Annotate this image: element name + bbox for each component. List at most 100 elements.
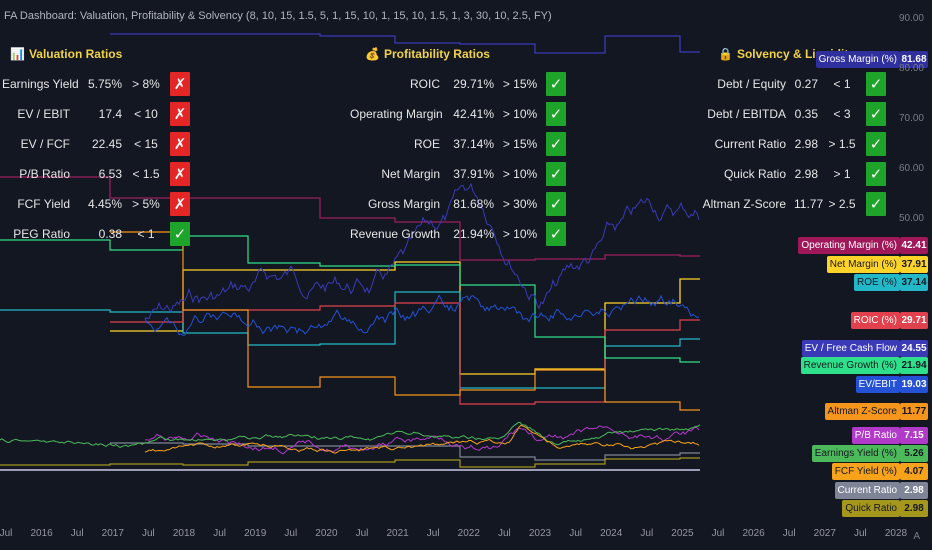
ratio-value: 5.75%: [87, 77, 122, 91]
series-value-badge: 21.94: [900, 357, 928, 374]
quick-ratio-line: [0, 457, 700, 468]
ratio-row: Debt / Equity 0.27 < 1 ✓: [702, 71, 886, 97]
check-icon: ✓: [546, 222, 566, 246]
ratio-threshold: > 5%: [132, 197, 160, 211]
x-tick-label: Jul: [569, 528, 582, 539]
ratio-label: Operating Margin: [350, 107, 443, 121]
ratio-row: ROIC 29.71% > 15% ✓: [350, 71, 566, 97]
ratio-threshold: < 10: [134, 107, 158, 121]
x-tick-label: Jul: [70, 528, 84, 539]
x-tick-label: Jul: [711, 528, 725, 539]
ratio-value: 6.53: [98, 167, 122, 181]
ratio-value: 37.14%: [453, 137, 494, 151]
bar-chart-icon: 📊: [10, 47, 25, 61]
ratio-value: 11.77: [794, 197, 824, 211]
series-value-badge: 19.03: [900, 376, 928, 393]
ratio-value: 22.45: [91, 137, 122, 151]
ratio-value: 21.94%: [453, 227, 494, 241]
ratio-row: Debt / EBITDA 0.35 < 3 ✓: [702, 101, 886, 127]
y-tick-label: 70.00: [898, 113, 924, 124]
ratio-label: ROIC: [410, 77, 440, 91]
check-icon: ✓: [866, 72, 886, 96]
check-icon: ✓: [546, 192, 566, 216]
ratio-threshold: > 1: [833, 167, 851, 181]
series-value-badge: 2.98: [900, 500, 928, 517]
ev-ebit-line: [144, 294, 700, 337]
cross-icon: ✗: [170, 192, 190, 216]
ratio-label: ROE: [413, 137, 440, 151]
check-icon: ✓: [546, 132, 566, 156]
ratio-value: 4.45%: [87, 197, 122, 211]
ratio-threshold: > 15%: [502, 77, 538, 91]
indicator-title[interactable]: FA Dashboard: Valuation, Profitability &…: [4, 10, 552, 22]
series-label: Operating Margin (%): [798, 237, 900, 254]
series-label: ROE (%): [854, 274, 900, 291]
ratio-row: EV / EBIT 17.4 < 10 ✗: [2, 101, 190, 127]
net-margin-line: [110, 261, 700, 375]
series-value-badge: 4.07: [900, 463, 928, 480]
money-bag-icon: 💰: [365, 47, 380, 61]
series-label: Net Margin (%): [826, 256, 900, 273]
x-tick-label: 2025: [671, 528, 694, 539]
ratio-label: FCF Yield: [17, 197, 70, 211]
check-icon: ✓: [866, 102, 886, 126]
series-value-badge: 29.71: [900, 312, 928, 329]
x-tick-label: Jul: [141, 528, 155, 539]
current-ratio-line: [110, 442, 700, 461]
x-tick-label: Jul: [355, 528, 369, 539]
ratio-label: Earnings Yield: [2, 77, 79, 91]
ratio-threshold: < 15: [134, 137, 158, 151]
ratio-row: Quick Ratio 2.98 > 1 ✓: [702, 161, 886, 187]
x-tick-label: Jul: [426, 528, 440, 539]
ratio-threshold: > 8%: [132, 77, 160, 91]
cross-icon: ✗: [170, 102, 190, 126]
check-icon: ✓: [546, 162, 566, 186]
ratio-value: 81.68%: [453, 197, 494, 211]
ratio-label: Revenue Growth: [350, 227, 441, 241]
series-label: FCF Yield (%): [831, 463, 900, 480]
ratio-value: 29.71%: [453, 77, 494, 91]
cross-icon: ✗: [170, 162, 190, 186]
ratio-value: 2.98: [794, 167, 818, 181]
x-tick-label: Jul: [497, 528, 511, 539]
valuation-section-title: 📊 Valuation Ratios: [10, 47, 122, 61]
check-icon: ✓: [170, 222, 190, 246]
ratio-value: 2.98: [794, 137, 818, 151]
ratio-row: FCF Yield 4.45% > 5% ✗: [2, 191, 190, 217]
ratio-threshold: > 10%: [502, 107, 538, 121]
series-value-badge: 7.15: [900, 427, 928, 444]
ratio-row: ROE 37.14% > 15% ✓: [350, 131, 566, 157]
ratio-label: Quick Ratio: [723, 167, 786, 181]
ratio-row: EV / FCF 22.45 < 15 ✗: [2, 131, 190, 157]
cross-icon: ✗: [170, 132, 190, 156]
series-value-badge: 42.41: [900, 237, 928, 254]
ratio-row: Earnings Yield 5.75% > 8% ✗: [2, 71, 190, 97]
check-icon: ✓: [866, 192, 886, 216]
check-icon: ✓: [866, 132, 886, 156]
series-label: EV/EBIT: [855, 376, 900, 393]
ratio-value: 42.41%: [453, 107, 494, 121]
x-tick-label: 2028: [884, 528, 908, 539]
ratio-value: 37.91%: [453, 167, 494, 181]
auto-scale-button[interactable]: A: [913, 531, 920, 542]
x-tick-label: 2020: [315, 528, 338, 539]
x-tick-label: 2021: [386, 528, 409, 539]
fcf-yield-line: [144, 424, 700, 454]
profitability-section-title: 💰 Profitability Ratios: [365, 47, 490, 61]
ratio-label: EV / EBIT: [17, 107, 70, 121]
ratio-label: Debt / EBITDA: [707, 107, 786, 121]
series-label: Revenue Growth (%): [800, 357, 900, 374]
series-label: EV / Free Cash Flow: [801, 340, 900, 357]
ratio-threshold: > 15%: [502, 137, 538, 151]
x-tick-label: 2016: [30, 528, 53, 539]
x-tick-label: 2023: [528, 528, 552, 539]
gross-margin-line: [110, 33, 700, 54]
ratio-row: Altman Z-Score 11.77 > 2.5 ✓: [702, 191, 886, 217]
ratio-threshold: > 10%: [502, 227, 538, 241]
ratio-row: Revenue Growth 21.94% > 10% ✓: [350, 221, 566, 247]
check-icon: ✓: [866, 162, 886, 186]
revenue-growth-line: [0, 235, 700, 363]
x-tick-label: Jul: [640, 528, 654, 539]
ratio-threshold: > 1.5: [828, 137, 856, 151]
